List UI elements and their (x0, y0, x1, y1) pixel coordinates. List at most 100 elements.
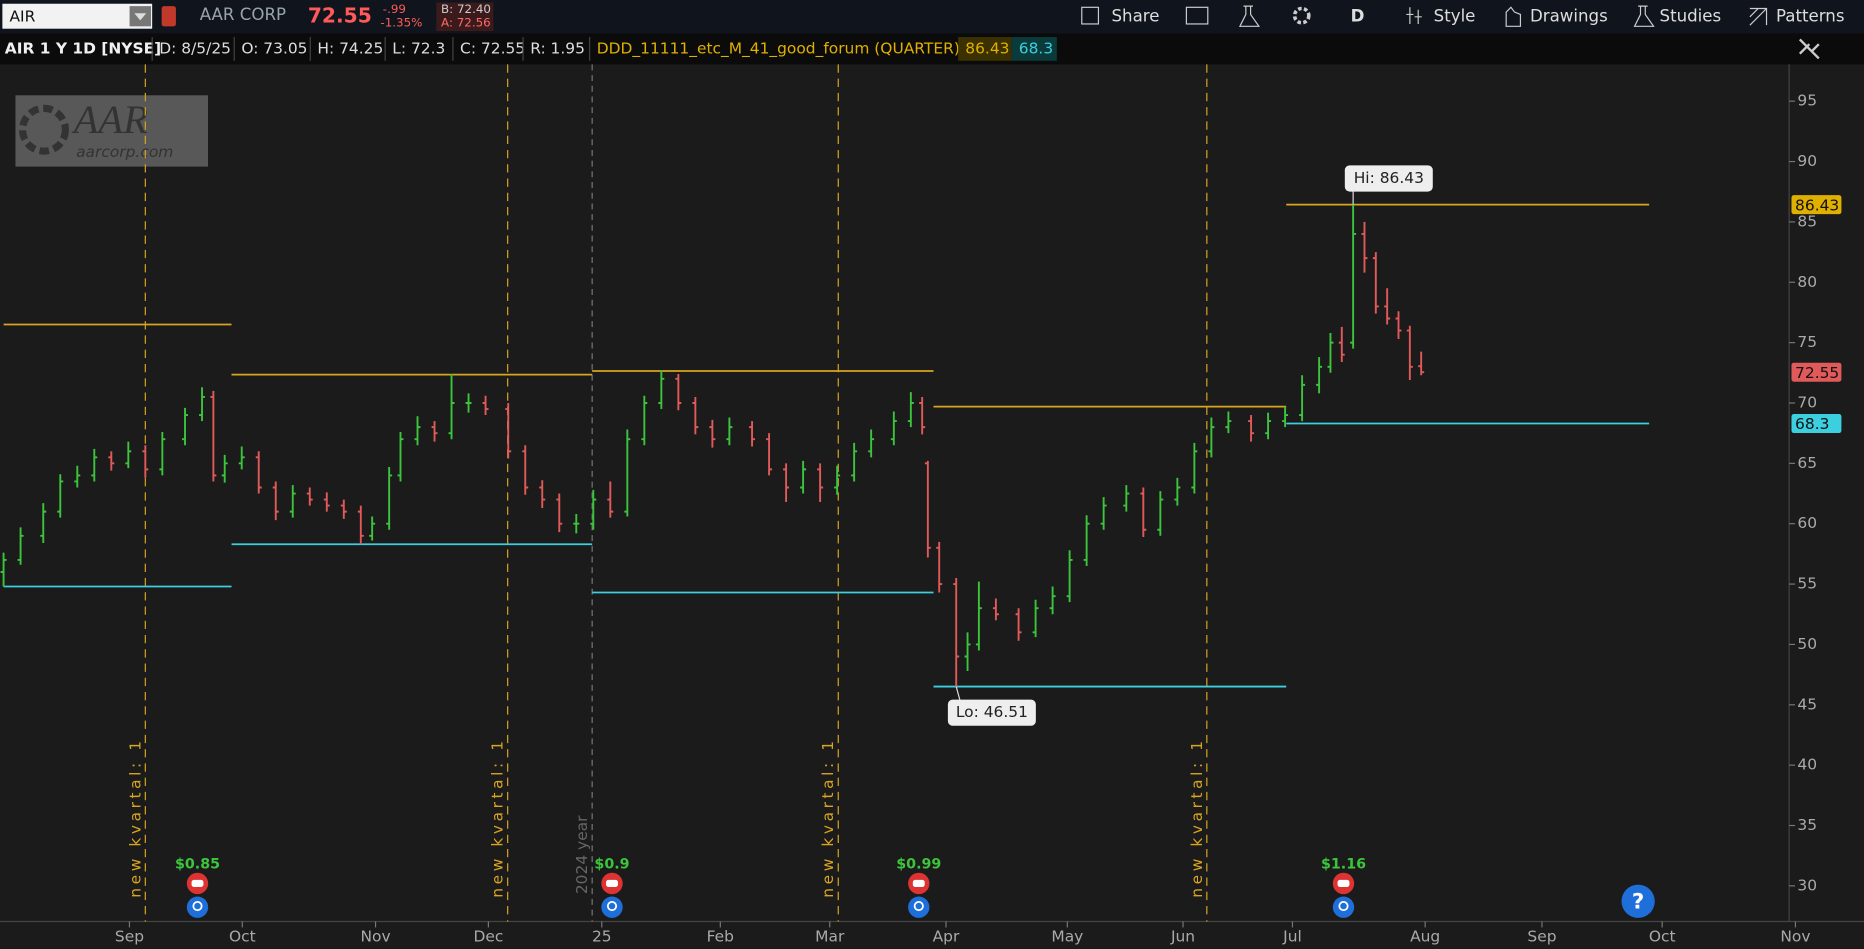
alert-flag[interactable] (161, 6, 176, 27)
ohlc-bar (783, 463, 790, 502)
ohlc-bar (658, 370, 665, 410)
ohlc-bar (1032, 599, 1039, 638)
ohlc-bar (936, 541, 943, 593)
ohlc-bar (1327, 332, 1334, 373)
ohlc-bar (556, 493, 563, 533)
ohlc-bar (482, 395, 489, 416)
ohlc-bar (953, 578, 960, 687)
ohlc-bar (834, 465, 841, 495)
instrument: AIR 1 Y 1D [NYSE] (5, 39, 161, 57)
ohlc-bar (199, 387, 206, 422)
dividend-dot (1338, 900, 1349, 912)
dividend-dot (913, 900, 924, 912)
earnings-phone (912, 879, 925, 888)
ohlc-bar (890, 411, 897, 446)
ohlc-bar (1338, 326, 1345, 362)
annotation-box (947, 699, 1036, 726)
symbol-box[interactable] (2, 3, 153, 29)
ohlc-bar (1406, 325, 1413, 381)
y-tick-label: 75 (1797, 333, 1817, 351)
study-low: 68.3 (1019, 39, 1053, 57)
ohlc-bar (924, 460, 931, 558)
quarter-label: new kvartal: 1 (126, 737, 144, 897)
help-button[interactable] (1621, 884, 1655, 918)
x-tick-label: Jul (1282, 927, 1302, 945)
ohlc-bar (573, 514, 580, 534)
ohlc-bar (624, 429, 631, 517)
drawings-icon (1505, 6, 1522, 27)
ohlc-bar (817, 463, 824, 502)
info-field: D: 8/5/25 (159, 39, 231, 57)
annotation-label: Hi: 86.43 (1354, 169, 1424, 187)
ohlc-bar (1174, 477, 1181, 506)
ohlc-bar (692, 396, 699, 435)
x-tick-label: Oct (229, 927, 256, 945)
ohlc-bar (1248, 415, 1255, 442)
ohlc-bar (210, 390, 217, 482)
info-field: H: 74.25 (317, 39, 383, 57)
study-high: 86.43 (965, 39, 1009, 57)
ohlc-bar (505, 402, 512, 459)
ohlc-bar (272, 481, 279, 521)
earnings-phone (606, 879, 618, 888)
ohlc-bar (1191, 442, 1198, 494)
ohlc-bar (340, 499, 347, 519)
x-tick-label: Sep (115, 927, 144, 945)
x-tick-label: May (1051, 927, 1083, 945)
toolbar-button[interactable]: Share (1112, 6, 1160, 25)
ohlc-bar (125, 441, 132, 469)
y-tick-label: 90 (1797, 152, 1817, 170)
ohlc-bar (74, 465, 81, 488)
ohlc-bar (431, 421, 438, 442)
ohlc-bar (57, 474, 64, 518)
info-field: O: 73.05 (241, 39, 307, 57)
toolbar-button[interactable]: Patterns (1776, 6, 1844, 25)
logo-site: aarcorp.com (76, 143, 173, 161)
price-badge (1791, 195, 1842, 215)
settings-icon[interactable] (1292, 6, 1311, 25)
toolbar-button[interactable]: Drawings (1530, 6, 1608, 25)
company: AAR CORP (200, 5, 286, 24)
plot: 30 35 40 45 50 55 60 65 70 75 80 85 90 95 Sep Oct Nov Dec… (0, 64, 1842, 945)
ohlc-bar (1265, 412, 1272, 440)
study-high-box (958, 37, 1012, 61)
ohlc-bar (1282, 406, 1289, 428)
ohlc-bar (465, 393, 472, 413)
toolbar (0, 0, 1864, 34)
ohlc-bar (800, 460, 807, 494)
ohlc-bar (709, 419, 716, 448)
ohlc-bar (1066, 550, 1073, 603)
dropdown-arrow (134, 13, 147, 21)
ohlc-bar (539, 480, 546, 509)
x-tick-label: Aug (1410, 927, 1440, 945)
quarter-label: new kvartal: 1 (819, 737, 837, 897)
price-badge-label: 86.43 (1795, 196, 1839, 214)
earnings-label: $0.99 (896, 856, 941, 872)
price-badge (1791, 414, 1842, 434)
flask-icon[interactable] (1238, 5, 1261, 27)
x-tick-label: Mar (815, 927, 845, 945)
ohlc-bar (1140, 487, 1147, 537)
x-tick-label: Jun (1170, 927, 1195, 945)
expand-icon[interactable] (1798, 38, 1820, 60)
dividend-icon (186, 896, 209, 918)
x-tick-label: 25 (592, 927, 612, 945)
ohlc-bar (1395, 311, 1402, 340)
x-tick-label: Apr (933, 927, 960, 945)
ohlc-bar (1100, 497, 1107, 530)
patterns-icon (1749, 7, 1768, 26)
ohlc-bar (323, 492, 330, 512)
ohlc-bar (1361, 221, 1368, 273)
price-badge (1791, 362, 1842, 382)
toolbar-button[interactable]: Style (1434, 6, 1476, 25)
annotation-label: Lo: 46.51 (956, 703, 1028, 721)
y-tick-label: 45 (1797, 695, 1817, 713)
ask: A: 72.56 (441, 15, 491, 29)
ohlc-bar (221, 454, 228, 483)
toolbar-button[interactable]: Studies (1660, 6, 1722, 25)
toolbar-button[interactable]: D (1351, 6, 1365, 25)
change: -.99 (383, 2, 406, 16)
snapshot-icon[interactable] (1185, 6, 1209, 25)
